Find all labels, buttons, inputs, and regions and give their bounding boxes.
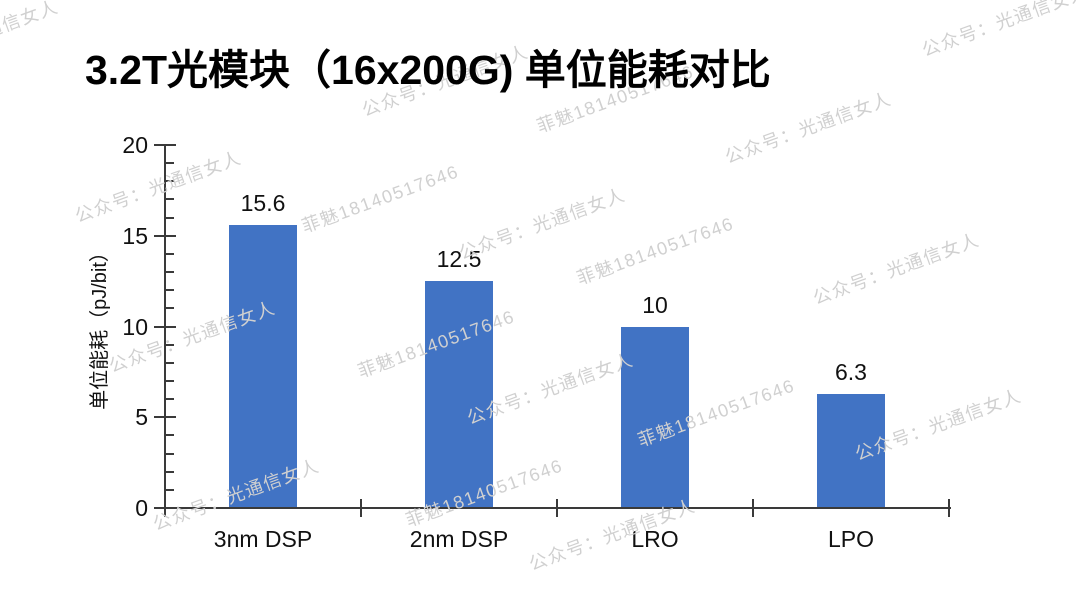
y-tick-label: 0 [135, 495, 148, 521]
bar-2nm-dsp [425, 281, 493, 508]
chart-title: 3.2T光模块（16x200G) 单位能耗对比 [85, 47, 771, 93]
y-minor-tick [165, 271, 174, 274]
y-minor-tick [165, 180, 174, 183]
y-minor-tick [165, 198, 174, 201]
y-minor-tick [165, 379, 174, 382]
y-minor-tick [165, 488, 174, 491]
y-minor-tick [165, 307, 174, 310]
y-major-tick [154, 234, 176, 237]
y-minor-tick [165, 162, 174, 165]
y-tick-label: 10 [122, 313, 148, 340]
x-tick [752, 499, 754, 517]
x-tick [164, 499, 166, 517]
y-minor-tick [165, 289, 174, 292]
y-minor-tick [165, 398, 174, 401]
y-tick-label: 20 [122, 132, 148, 158]
bar-lpo [817, 393, 885, 508]
y-minor-tick [165, 216, 174, 219]
bar-value-label: 10 [642, 291, 668, 318]
y-minor-tick [165, 434, 174, 437]
bar-lro [621, 326, 689, 508]
bar-value-label: 6.3 [835, 358, 867, 385]
x-category-label: 2nm DSP [409, 526, 509, 552]
x-tick [948, 499, 950, 517]
y-tick-label: 5 [135, 404, 148, 431]
y-minor-tick [165, 252, 174, 255]
y-minor-tick [165, 470, 174, 473]
bar-value-label: 12.5 [436, 246, 482, 273]
watermark-text: 菲魅18140517646 [574, 213, 737, 289]
x-category-label: LRO [631, 526, 679, 552]
y-major-tick [154, 416, 176, 419]
y-axis-line [164, 145, 166, 510]
bar-value-label: 15.6 [240, 189, 286, 216]
y-minor-tick [165, 343, 174, 346]
y-minor-tick [165, 361, 174, 364]
x-category-label: LPO [827, 526, 875, 552]
watermark-text: 公众号：光通信女人 [0, 0, 62, 76]
y-tick-label: 15 [122, 222, 148, 249]
bar-3nm-dsp [229, 224, 297, 508]
watermark-text: 公众号：光通信女人 [810, 229, 983, 309]
y-major-tick [154, 325, 176, 328]
x-category-label: 3nm DSP [213, 526, 313, 552]
y-major-tick [154, 144, 176, 146]
x-tick [360, 499, 362, 517]
y-minor-tick [165, 452, 174, 455]
x-tick [556, 499, 558, 517]
